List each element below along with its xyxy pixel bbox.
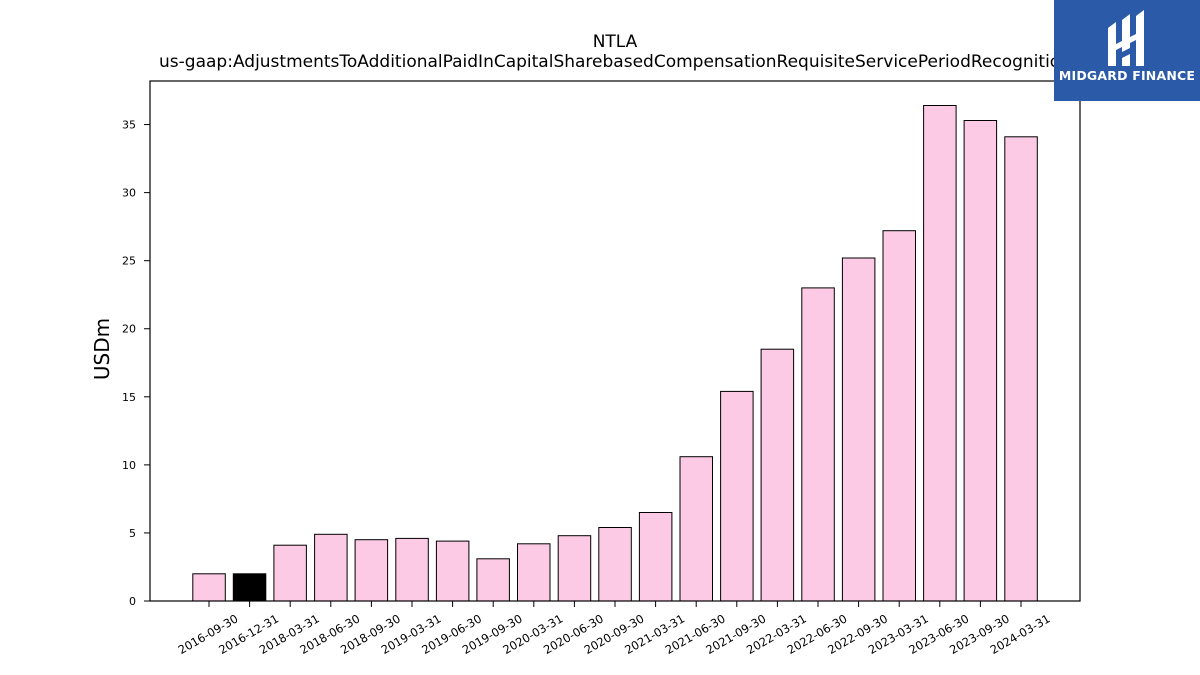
bar-2023-06-30	[923, 105, 957, 602]
y-axis-label: USDm	[90, 318, 114, 380]
chart-subtitle: us-gaap:AdjustmentsToAdditionalPaidInCap…	[159, 52, 1071, 72]
bar-2024-03-31	[1004, 136, 1038, 602]
bar-2021-03-31	[638, 512, 673, 602]
y-tick-label: 10	[122, 459, 136, 472]
bar-2021-09-30	[720, 390, 754, 602]
y-tick-label: 25	[122, 255, 136, 268]
bar-2021-06-30	[679, 456, 713, 602]
chart-title: NTLA	[592, 32, 638, 52]
bar-2018-09-30	[354, 539, 389, 602]
bar-2016-09-30	[192, 573, 226, 602]
midgard-finance-logo: MIDGARD FINANCE	[1054, 0, 1200, 101]
y-tick-label: 35	[122, 119, 136, 132]
bar-2023-09-30	[963, 120, 998, 602]
bar-2020-03-31	[517, 543, 551, 602]
bar-2019-03-31	[395, 537, 429, 602]
bar-2016-12-31	[232, 573, 267, 602]
bar-2022-09-30	[841, 257, 876, 602]
bar-2019-09-30	[476, 558, 510, 602]
logo-text: MIDGARD FINANCE	[1058, 68, 1196, 83]
bar-2022-03-31	[760, 348, 795, 602]
bar-2020-09-30	[598, 527, 632, 602]
bar-2022-06-30	[801, 287, 835, 602]
bar-2023-03-31	[882, 230, 916, 602]
bars-group	[192, 105, 1038, 602]
y-tick-label: 20	[122, 323, 136, 336]
bar-2018-06-30	[314, 533, 348, 602]
bar-2020-06-30	[557, 535, 592, 602]
bar-2019-06-30	[435, 540, 470, 602]
logo-mark-icon	[1108, 10, 1144, 66]
y-tick-label: 5	[129, 527, 136, 540]
y-tick-label: 15	[122, 391, 136, 404]
bar-2018-03-31	[273, 544, 307, 602]
y-tick-label: 30	[122, 187, 136, 200]
y-tick-label: 0	[129, 595, 136, 608]
